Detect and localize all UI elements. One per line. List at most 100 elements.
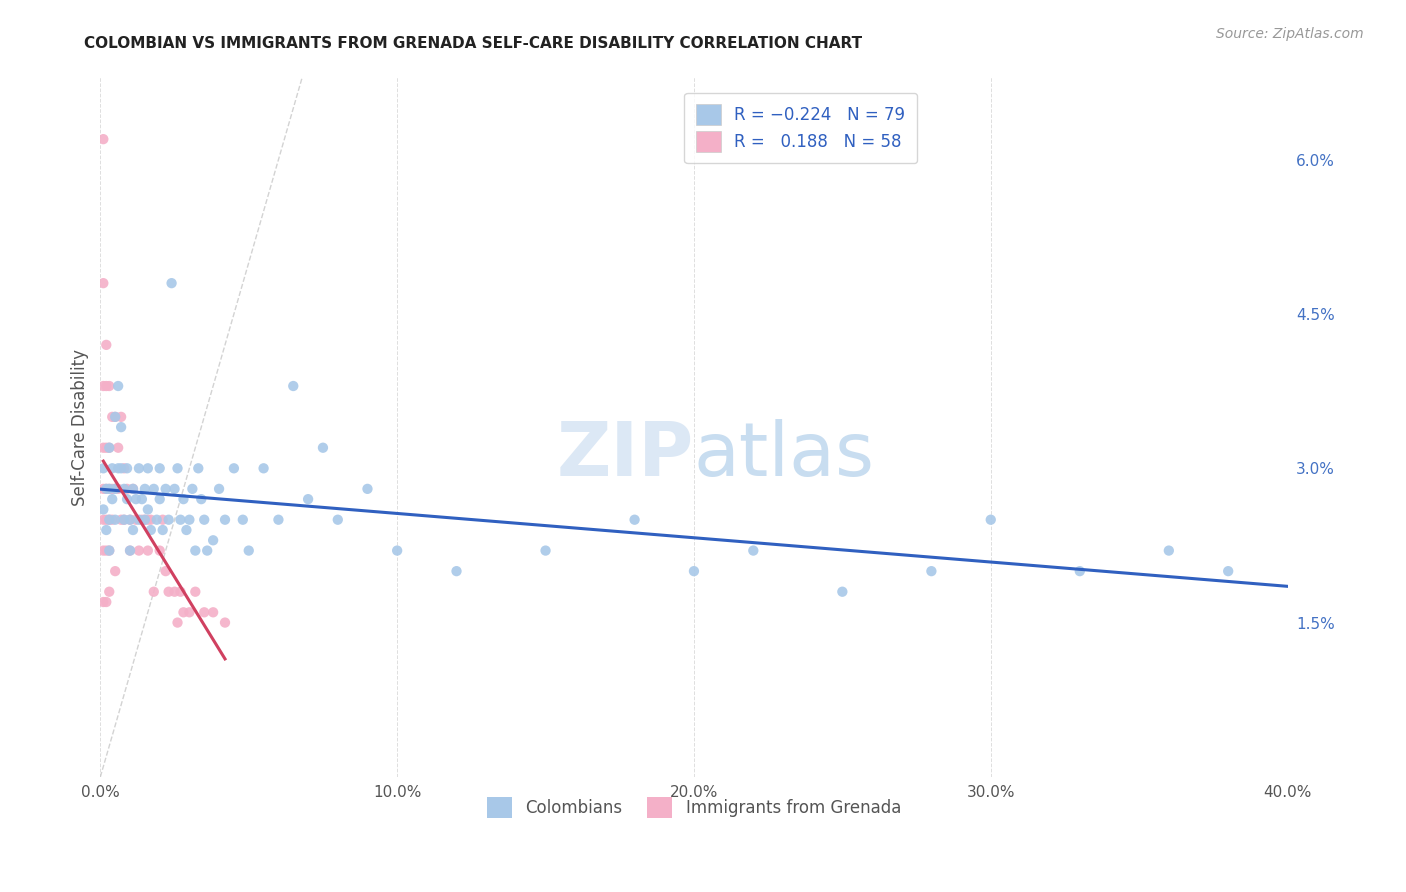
Point bbox=[110, 461, 132, 475]
Legend: Colombians, Immigrants from Grenada: Colombians, Immigrants from Grenada bbox=[481, 791, 908, 824]
Point bbox=[104, 564, 127, 578]
Point bbox=[112, 513, 135, 527]
Point bbox=[122, 523, 145, 537]
Text: ZIP: ZIP bbox=[557, 418, 695, 491]
Point bbox=[446, 564, 468, 578]
Point bbox=[98, 513, 121, 527]
Point bbox=[214, 513, 236, 527]
Text: Source: ZipAtlas.com: Source: ZipAtlas.com bbox=[1216, 27, 1364, 41]
Point bbox=[145, 513, 167, 527]
Point bbox=[134, 513, 156, 527]
Point bbox=[118, 543, 141, 558]
Point bbox=[1218, 564, 1240, 578]
Point bbox=[110, 409, 132, 424]
Point bbox=[98, 543, 121, 558]
Point bbox=[112, 461, 135, 475]
Point bbox=[831, 584, 853, 599]
Point bbox=[195, 543, 218, 558]
Point bbox=[214, 615, 236, 630]
Point bbox=[128, 461, 150, 475]
Point bbox=[91, 132, 114, 146]
Text: atlas: atlas bbox=[695, 418, 875, 491]
Point bbox=[107, 461, 129, 475]
Point bbox=[149, 461, 172, 475]
Point bbox=[136, 461, 159, 475]
Point bbox=[163, 584, 186, 599]
Point bbox=[91, 543, 114, 558]
Point bbox=[157, 513, 180, 527]
Point bbox=[107, 482, 129, 496]
Point bbox=[98, 441, 121, 455]
Point bbox=[115, 482, 138, 496]
Point bbox=[115, 492, 138, 507]
Point bbox=[136, 543, 159, 558]
Point bbox=[91, 461, 114, 475]
Point bbox=[98, 482, 121, 496]
Point bbox=[101, 513, 124, 527]
Point bbox=[187, 461, 209, 475]
Point bbox=[149, 492, 172, 507]
Point bbox=[110, 513, 132, 527]
Point bbox=[98, 441, 121, 455]
Point bbox=[176, 523, 198, 537]
Point bbox=[118, 513, 141, 527]
Point bbox=[139, 523, 162, 537]
Point bbox=[104, 482, 127, 496]
Point bbox=[149, 543, 172, 558]
Point bbox=[122, 482, 145, 496]
Point bbox=[101, 492, 124, 507]
Point bbox=[1157, 543, 1180, 558]
Point bbox=[98, 482, 121, 496]
Point bbox=[283, 379, 305, 393]
Point bbox=[104, 409, 127, 424]
Point bbox=[112, 482, 135, 496]
Point bbox=[112, 513, 135, 527]
Point bbox=[91, 502, 114, 516]
Point bbox=[91, 513, 114, 527]
Point bbox=[184, 543, 207, 558]
Point bbox=[91, 379, 114, 393]
Point bbox=[142, 584, 165, 599]
Point bbox=[96, 595, 118, 609]
Point bbox=[96, 338, 118, 352]
Point bbox=[166, 461, 188, 475]
Point bbox=[101, 461, 124, 475]
Point bbox=[96, 513, 118, 527]
Point bbox=[157, 584, 180, 599]
Point bbox=[131, 513, 153, 527]
Point bbox=[91, 276, 114, 290]
Y-axis label: Self-Care Disability: Self-Care Disability bbox=[72, 349, 89, 506]
Point bbox=[623, 513, 645, 527]
Point bbox=[98, 513, 121, 527]
Point bbox=[104, 409, 127, 424]
Point bbox=[1069, 564, 1091, 578]
Point bbox=[136, 502, 159, 516]
Point bbox=[169, 513, 191, 527]
Point bbox=[152, 523, 174, 537]
Point bbox=[104, 513, 127, 527]
Point bbox=[208, 482, 231, 496]
Point bbox=[163, 482, 186, 496]
Point bbox=[920, 564, 942, 578]
Point bbox=[232, 513, 254, 527]
Point bbox=[96, 482, 118, 496]
Point bbox=[742, 543, 765, 558]
Point bbox=[222, 461, 245, 475]
Point bbox=[202, 533, 225, 548]
Point bbox=[166, 615, 188, 630]
Point bbox=[107, 441, 129, 455]
Point bbox=[104, 482, 127, 496]
Point bbox=[980, 513, 1002, 527]
Point bbox=[155, 564, 177, 578]
Point bbox=[125, 513, 148, 527]
Point bbox=[297, 492, 319, 507]
Point bbox=[267, 513, 290, 527]
Point bbox=[91, 482, 114, 496]
Point bbox=[172, 492, 194, 507]
Point bbox=[184, 584, 207, 599]
Point bbox=[98, 379, 121, 393]
Point bbox=[534, 543, 557, 558]
Point bbox=[312, 441, 335, 455]
Point bbox=[134, 482, 156, 496]
Point bbox=[190, 492, 212, 507]
